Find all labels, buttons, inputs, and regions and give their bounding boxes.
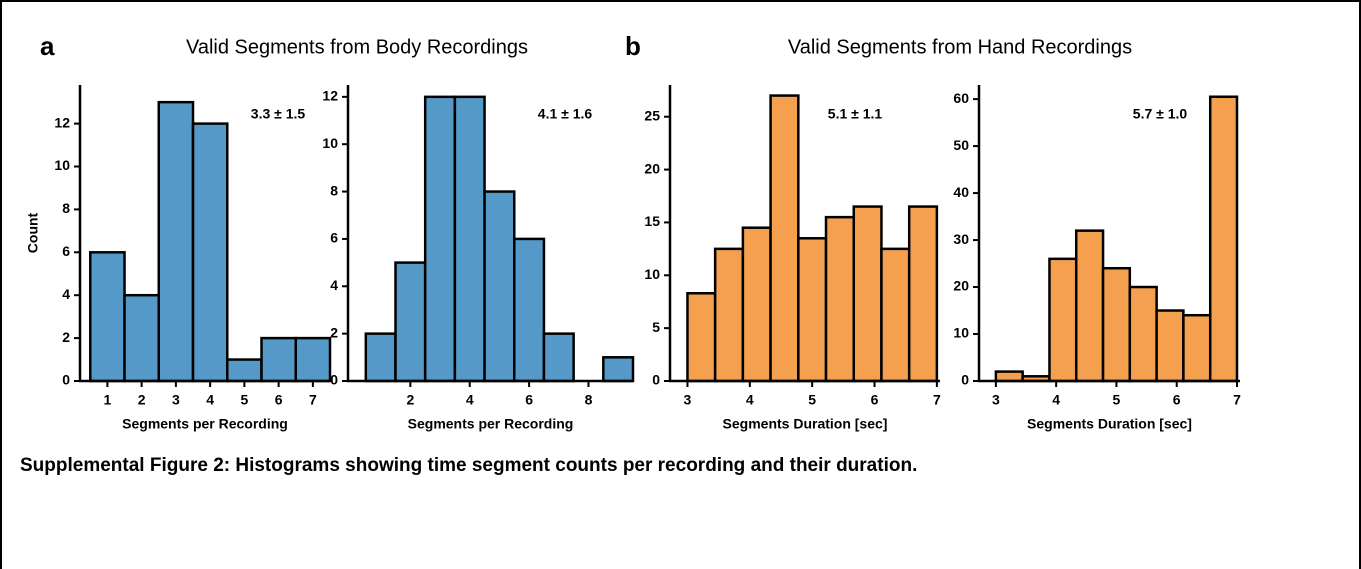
x-tick-label: 6 xyxy=(275,392,283,408)
y-tick-label: 8 xyxy=(62,200,70,216)
bar xyxy=(824,215,856,383)
y-tick-label: 2 xyxy=(330,324,338,340)
x-tick-label: 5 xyxy=(808,392,816,408)
x-axis-label: Segments per Recording xyxy=(122,416,288,432)
y-tick-label: 8 xyxy=(330,182,338,198)
y-tick-label: 15 xyxy=(644,213,660,229)
bar xyxy=(713,247,745,383)
bar xyxy=(483,190,516,383)
x-axis-label: Segments Duration [sec] xyxy=(1027,416,1192,432)
x-tick-label: 5 xyxy=(1113,392,1121,408)
x-tick-label: 6 xyxy=(871,392,879,408)
y-tick-label: 2 xyxy=(62,329,70,345)
x-tick-label: 3 xyxy=(172,392,180,408)
caption: Supplemental Figure 2: Histograms showin… xyxy=(20,455,917,476)
x-tick-label: 7 xyxy=(933,392,941,408)
y-tick-label: 20 xyxy=(953,278,969,294)
bar xyxy=(191,122,229,383)
x-axis-label: Segments Duration [sec] xyxy=(723,416,888,432)
bar xyxy=(1208,95,1239,383)
y-tick-label: 20 xyxy=(644,160,660,176)
bar xyxy=(364,332,397,383)
x-tick-label: 2 xyxy=(406,392,414,408)
bar xyxy=(907,205,939,383)
bar xyxy=(394,261,427,383)
x-tick-label: 1 xyxy=(103,392,111,408)
y-tick-label: 4 xyxy=(62,286,70,302)
bar xyxy=(226,358,263,383)
x-tick-label: 7 xyxy=(1233,392,1241,408)
bar xyxy=(453,95,486,383)
y-tick-label: 40 xyxy=(953,184,969,200)
annotation: 4.1 ± 1.6 xyxy=(538,106,593,122)
bar xyxy=(423,95,457,383)
bar xyxy=(686,292,717,383)
annotation: 5.1 ± 1.1 xyxy=(828,106,883,122)
y-tick-label: 4 xyxy=(330,277,338,293)
y-tick-label: 10 xyxy=(644,266,660,282)
x-tick-label: 6 xyxy=(1173,392,1181,408)
bar xyxy=(880,247,911,383)
bar xyxy=(89,251,126,383)
y-tick-label: 0 xyxy=(62,372,70,388)
x-tick-label: 4 xyxy=(206,392,214,408)
panel-title: Valid Segments from Hand Recordings xyxy=(788,36,1132,58)
y-axis-label: Count xyxy=(25,212,41,253)
y-tick-label: 60 xyxy=(953,90,969,106)
y-tick-label: 0 xyxy=(652,372,660,388)
y-tick-label: 10 xyxy=(54,157,70,173)
y-tick-label: 0 xyxy=(330,372,338,388)
bar xyxy=(994,370,1024,383)
y-tick-label: 10 xyxy=(953,325,969,341)
y-tick-label: 6 xyxy=(62,243,70,259)
bar xyxy=(260,336,298,383)
annotation: 5.7 ± 1.0 xyxy=(1133,106,1188,122)
bar xyxy=(123,293,161,383)
y-tick-label: 6 xyxy=(330,230,338,246)
bar xyxy=(797,237,828,383)
bar xyxy=(1128,285,1158,383)
bar xyxy=(294,336,332,383)
panel-letter: a xyxy=(40,31,55,61)
bar xyxy=(602,356,635,383)
x-tick-label: 4 xyxy=(466,392,474,408)
y-tick-label: 50 xyxy=(953,137,969,153)
bar xyxy=(542,332,575,383)
panel-letter: b xyxy=(625,31,641,61)
y-tick-label: 25 xyxy=(644,107,660,123)
bar xyxy=(741,226,772,383)
y-tick-label: 10 xyxy=(322,135,338,151)
y-tick-label: 5 xyxy=(652,319,660,335)
x-tick-label: 4 xyxy=(746,392,754,408)
x-tick-label: 8 xyxy=(585,392,593,408)
y-tick-label: 12 xyxy=(322,88,338,104)
bar xyxy=(1155,309,1185,383)
x-tick-label: 4 xyxy=(1052,392,1060,408)
y-tick-label: 30 xyxy=(953,231,969,247)
bar xyxy=(157,100,195,383)
y-tick-label: 0 xyxy=(961,372,969,388)
x-axis-label: Segments per Recording xyxy=(408,416,574,432)
bar xyxy=(852,205,883,383)
panel-title: Valid Segments from Body Recordings xyxy=(186,36,528,58)
y-tick-label: 12 xyxy=(54,114,70,130)
annotation: 3.3 ± 1.5 xyxy=(251,106,306,122)
x-tick-label: 3 xyxy=(684,392,692,408)
x-tick-label: 2 xyxy=(138,392,146,408)
bar xyxy=(769,94,800,383)
bar xyxy=(1048,257,1078,383)
bar xyxy=(1101,266,1132,383)
bar xyxy=(1182,313,1212,383)
x-tick-label: 5 xyxy=(240,392,248,408)
x-tick-label: 3 xyxy=(992,392,1000,408)
x-tick-label: 6 xyxy=(525,392,533,408)
bar xyxy=(513,237,546,383)
x-tick-label: 7 xyxy=(309,392,317,408)
bar xyxy=(1074,229,1105,383)
